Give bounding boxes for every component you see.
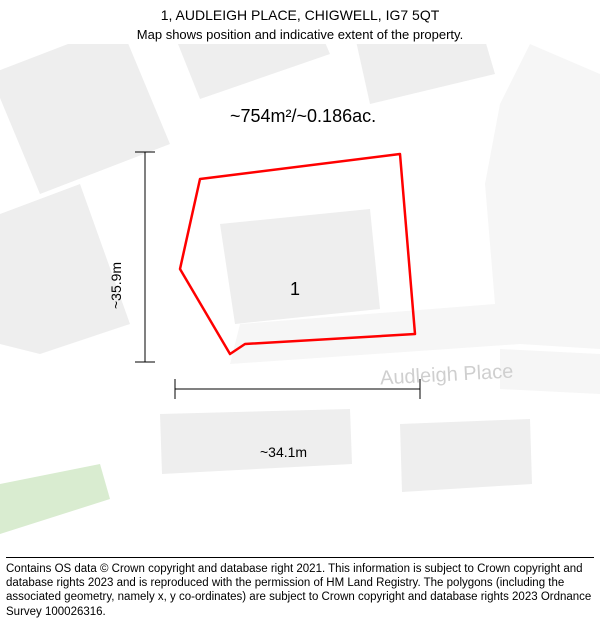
copyright-footer: Contains OS data © Crown copyright and d…	[6, 557, 594, 620]
map-figure: 1, AUDLEIGH PLACE, CHIGWELL, IG7 5QT Map…	[0, 0, 600, 625]
plot-number-label: 1	[290, 279, 300, 300]
height-dimension-label: ~35.9m	[108, 262, 124, 309]
map-subtitle: Map shows position and indicative extent…	[0, 25, 600, 42]
width-dimension-label: ~34.1m	[260, 444, 307, 460]
map-canvas: ~754m²/~0.186ac. 1 ~34.1m ~35.9m Audleig…	[0, 44, 600, 534]
map-title: 1, AUDLEIGH PLACE, CHIGWELL, IG7 5QT	[0, 0, 600, 25]
area-label: ~754m²/~0.186ac.	[230, 106, 376, 127]
